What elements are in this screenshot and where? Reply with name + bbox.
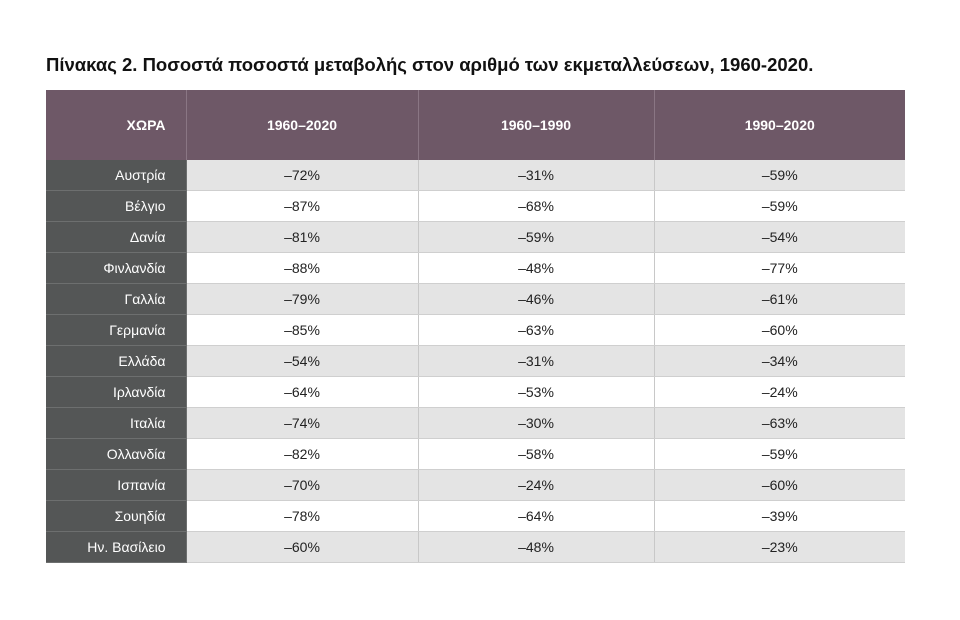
table-row: Ιταλία –74% –30% –63% [46, 407, 905, 439]
value-cell-1990-2020: –63% [654, 407, 905, 439]
table-row: Ελλάδα –54% –31% –34% [46, 345, 905, 377]
country-cell: Ισπανία [46, 469, 187, 501]
value-cell-1960-1990: –24% [418, 469, 655, 501]
table-body: Αυστρία –72% –31% –59% Βέλγιο –87% –68% … [46, 160, 905, 563]
value-cell-1960-1990: –58% [418, 438, 655, 470]
country-cell: Ιταλία [46, 407, 187, 439]
country-cell: Ην. Βασίλειο [46, 531, 187, 563]
value-cell-1990-2020: –34% [654, 345, 905, 377]
value-cell-1960-2020: –87% [186, 190, 419, 222]
value-cell-1960-2020: –85% [186, 314, 419, 346]
country-cell: Ολλανδία [46, 438, 187, 470]
column-header-1960-2020: 1960–2020 [186, 90, 419, 160]
table-row: Βέλγιο –87% –68% –59% [46, 190, 905, 222]
country-cell: Αυστρία [46, 160, 187, 191]
value-cell-1960-1990: –46% [418, 283, 655, 315]
country-cell: Ιρλανδία [46, 376, 187, 408]
value-cell-1960-1990: –31% [418, 345, 655, 377]
column-header-country: ΧΩΡΑ [46, 90, 187, 160]
value-cell-1990-2020: –60% [654, 469, 905, 501]
table-row: Ισπανία –70% –24% –60% [46, 469, 905, 501]
data-table: ΧΩΡΑ 1960–2020 1960–1990 1990–2020 Αυστρ… [46, 90, 905, 563]
value-cell-1960-1990: –64% [418, 500, 655, 532]
value-cell-1990-2020: –54% [654, 221, 905, 253]
country-cell: Γαλλία [46, 283, 187, 315]
value-cell-1960-2020: –72% [186, 160, 419, 191]
value-cell-1990-2020: –23% [654, 531, 905, 563]
value-cell-1960-1990: –48% [418, 531, 655, 563]
value-cell-1990-2020: –59% [654, 160, 905, 191]
table-row: Ιρλανδία –64% –53% –24% [46, 376, 905, 408]
value-cell-1990-2020: –77% [654, 252, 905, 284]
country-cell: Φινλανδία [46, 252, 187, 284]
column-header-1990-2020: 1990–2020 [654, 90, 905, 160]
value-cell-1960-2020: –78% [186, 500, 419, 532]
value-cell-1960-1990: –30% [418, 407, 655, 439]
table-row: Γερμανία –85% –63% –60% [46, 314, 905, 346]
value-cell-1960-2020: –54% [186, 345, 419, 377]
table-row: Αυστρία –72% –31% –59% [46, 160, 905, 191]
country-cell: Σουηδία [46, 500, 187, 532]
table-row: Δανία –81% –59% –54% [46, 221, 905, 253]
table-title: Πίνακας 2. Ποσοστά ποσοστά μεταβολής στο… [46, 54, 814, 75]
value-cell-1990-2020: –59% [654, 190, 905, 222]
value-cell-1960-2020: –82% [186, 438, 419, 470]
value-cell-1960-1990: –59% [418, 221, 655, 253]
table-row: Σουηδία –78% –64% –39% [46, 500, 905, 532]
value-cell-1960-2020: –60% [186, 531, 419, 563]
value-cell-1960-1990: –31% [418, 160, 655, 191]
country-cell: Ελλάδα [46, 345, 187, 377]
value-cell-1960-2020: –64% [186, 376, 419, 408]
value-cell-1990-2020: –24% [654, 376, 905, 408]
column-header-1960-1990: 1960–1990 [418, 90, 655, 160]
value-cell-1960-2020: –74% [186, 407, 419, 439]
value-cell-1960-2020: –81% [186, 221, 419, 253]
value-cell-1960-1990: –63% [418, 314, 655, 346]
value-cell-1960-2020: –70% [186, 469, 419, 501]
value-cell-1990-2020: –59% [654, 438, 905, 470]
header-row: ΧΩΡΑ 1960–2020 1960–1990 1990–2020 [46, 90, 905, 160]
table-row: Ην. Βασίλειο –60% –48% –23% [46, 531, 905, 563]
table-row: Ολλανδία –82% –58% –59% [46, 438, 905, 470]
value-cell-1960-1990: –53% [418, 376, 655, 408]
value-cell-1960-1990: –68% [418, 190, 655, 222]
value-cell-1990-2020: –39% [654, 500, 905, 532]
value-cell-1960-2020: –79% [186, 283, 419, 315]
value-cell-1960-1990: –48% [418, 252, 655, 284]
value-cell-1990-2020: –61% [654, 283, 905, 315]
country-cell: Γερμανία [46, 314, 187, 346]
table-header: ΧΩΡΑ 1960–2020 1960–1990 1990–2020 [46, 90, 905, 160]
table-row: Φινλανδία –88% –48% –77% [46, 252, 905, 284]
table-row: Γαλλία –79% –46% –61% [46, 283, 905, 315]
value-cell-1990-2020: –60% [654, 314, 905, 346]
country-cell: Δανία [46, 221, 187, 253]
value-cell-1960-2020: –88% [186, 252, 419, 284]
country-cell: Βέλγιο [46, 190, 187, 222]
